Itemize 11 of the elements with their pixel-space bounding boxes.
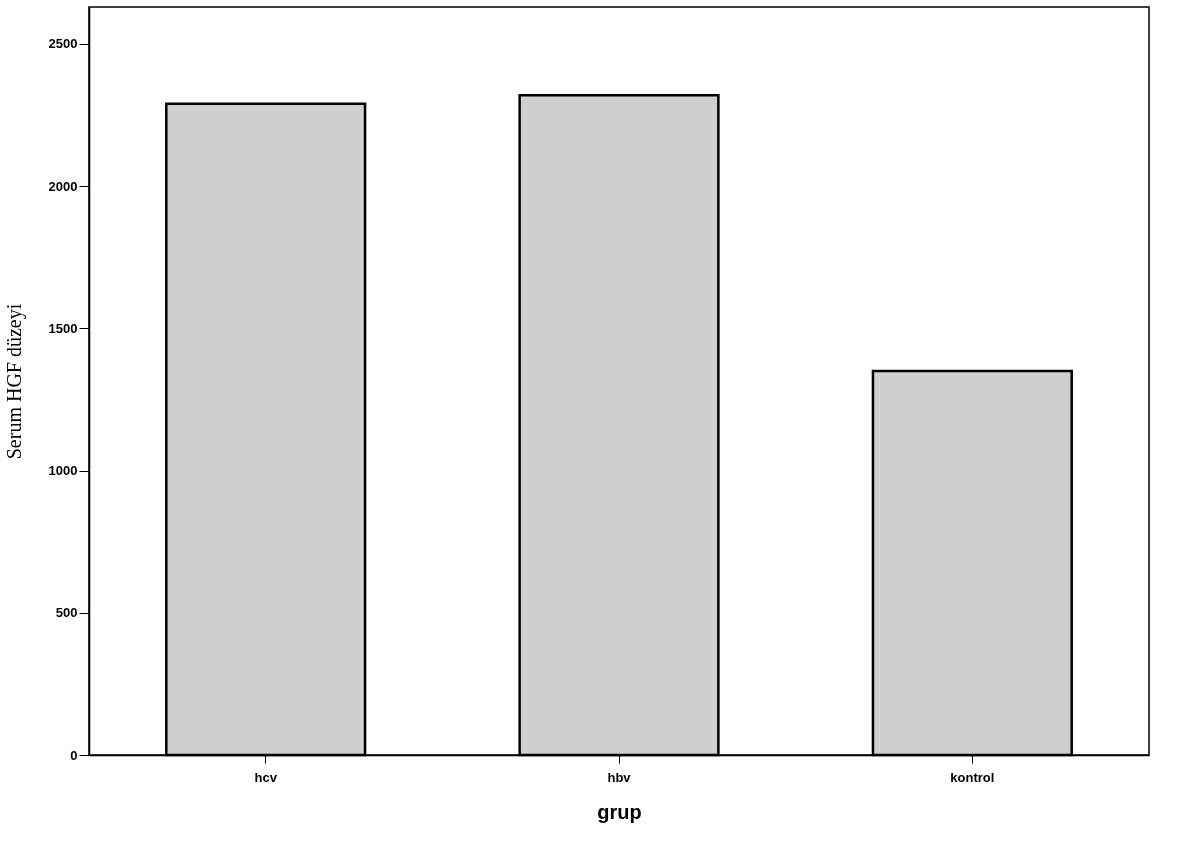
y-tick-label: 2000 [48, 178, 78, 194]
y-axis-title: Serum HGF düzeyi [2, 303, 26, 460]
x-tick-label: kontrol [950, 769, 995, 785]
y-tick-label: 500 [55, 605, 78, 621]
y-tick-label: 2500 [48, 36, 78, 52]
y-tick-label: 1000 [48, 463, 78, 479]
x-tick-label: hbv [607, 769, 632, 785]
y-tick-label: 0 [70, 747, 78, 763]
x-axis-title: grup [597, 800, 642, 823]
y-tick-label: 1500 [48, 320, 78, 336]
x-tick-label: hcv [254, 769, 278, 785]
